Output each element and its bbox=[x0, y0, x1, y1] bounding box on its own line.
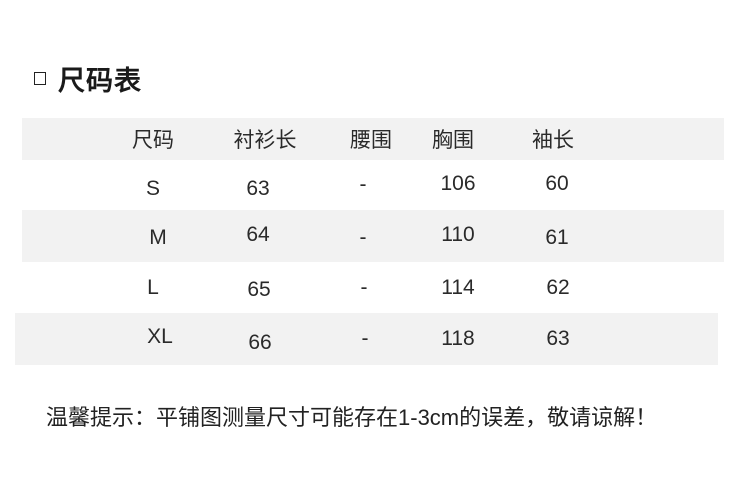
header-chest: 胸围 bbox=[432, 129, 474, 152]
cell-sleeve: 61 bbox=[545, 226, 569, 249]
cell-size: XL bbox=[147, 325, 173, 348]
table-row: M 64 - 110 61 bbox=[22, 210, 724, 262]
table-row: L 65 - 114 62 bbox=[22, 262, 724, 313]
cell-shirt-length: 63 bbox=[246, 177, 270, 200]
cell-waist: - bbox=[360, 275, 368, 299]
cell-waist: - bbox=[359, 226, 367, 249]
cell-shirt-length: 64 bbox=[246, 223, 270, 246]
size-chart-title: 尺码表 bbox=[34, 60, 142, 96]
cell-size: M bbox=[149, 226, 167, 249]
header-shirt-length: 衬衫长 bbox=[233, 129, 297, 152]
header-waist: 腰围 bbox=[350, 129, 392, 152]
cell-sleeve: 62 bbox=[546, 275, 570, 299]
cell-shirt-length: 66 bbox=[248, 331, 272, 354]
square-icon bbox=[34, 71, 46, 85]
header-size: 尺码 bbox=[132, 129, 174, 152]
title-text: 尺码表 bbox=[58, 65, 142, 96]
table-header: 尺码 衬衫长 腰围 胸围 袖长 bbox=[22, 118, 724, 160]
cell-chest: 118 bbox=[441, 327, 475, 350]
measurement-note: 温馨提示：平铺图测量尺寸可能存在1-3cm的误差，敬请谅解！ bbox=[46, 405, 658, 430]
cell-size: L bbox=[147, 275, 159, 299]
cell-waist: - bbox=[359, 173, 367, 196]
table-row: XL 66 - 118 63 bbox=[15, 313, 718, 365]
cell-chest: 106 bbox=[440, 172, 476, 195]
cell-chest: 114 bbox=[441, 275, 475, 299]
cell-sleeve: 63 bbox=[546, 327, 570, 350]
cell-chest: 110 bbox=[441, 223, 475, 246]
cell-shirt-length: 65 bbox=[247, 277, 271, 301]
table-row: S 63 - 106 60 bbox=[22, 160, 724, 210]
cell-sleeve: 60 bbox=[545, 172, 569, 195]
header-sleeve: 袖长 bbox=[532, 129, 574, 152]
cell-size: S bbox=[145, 177, 160, 200]
cell-waist: - bbox=[361, 327, 369, 350]
